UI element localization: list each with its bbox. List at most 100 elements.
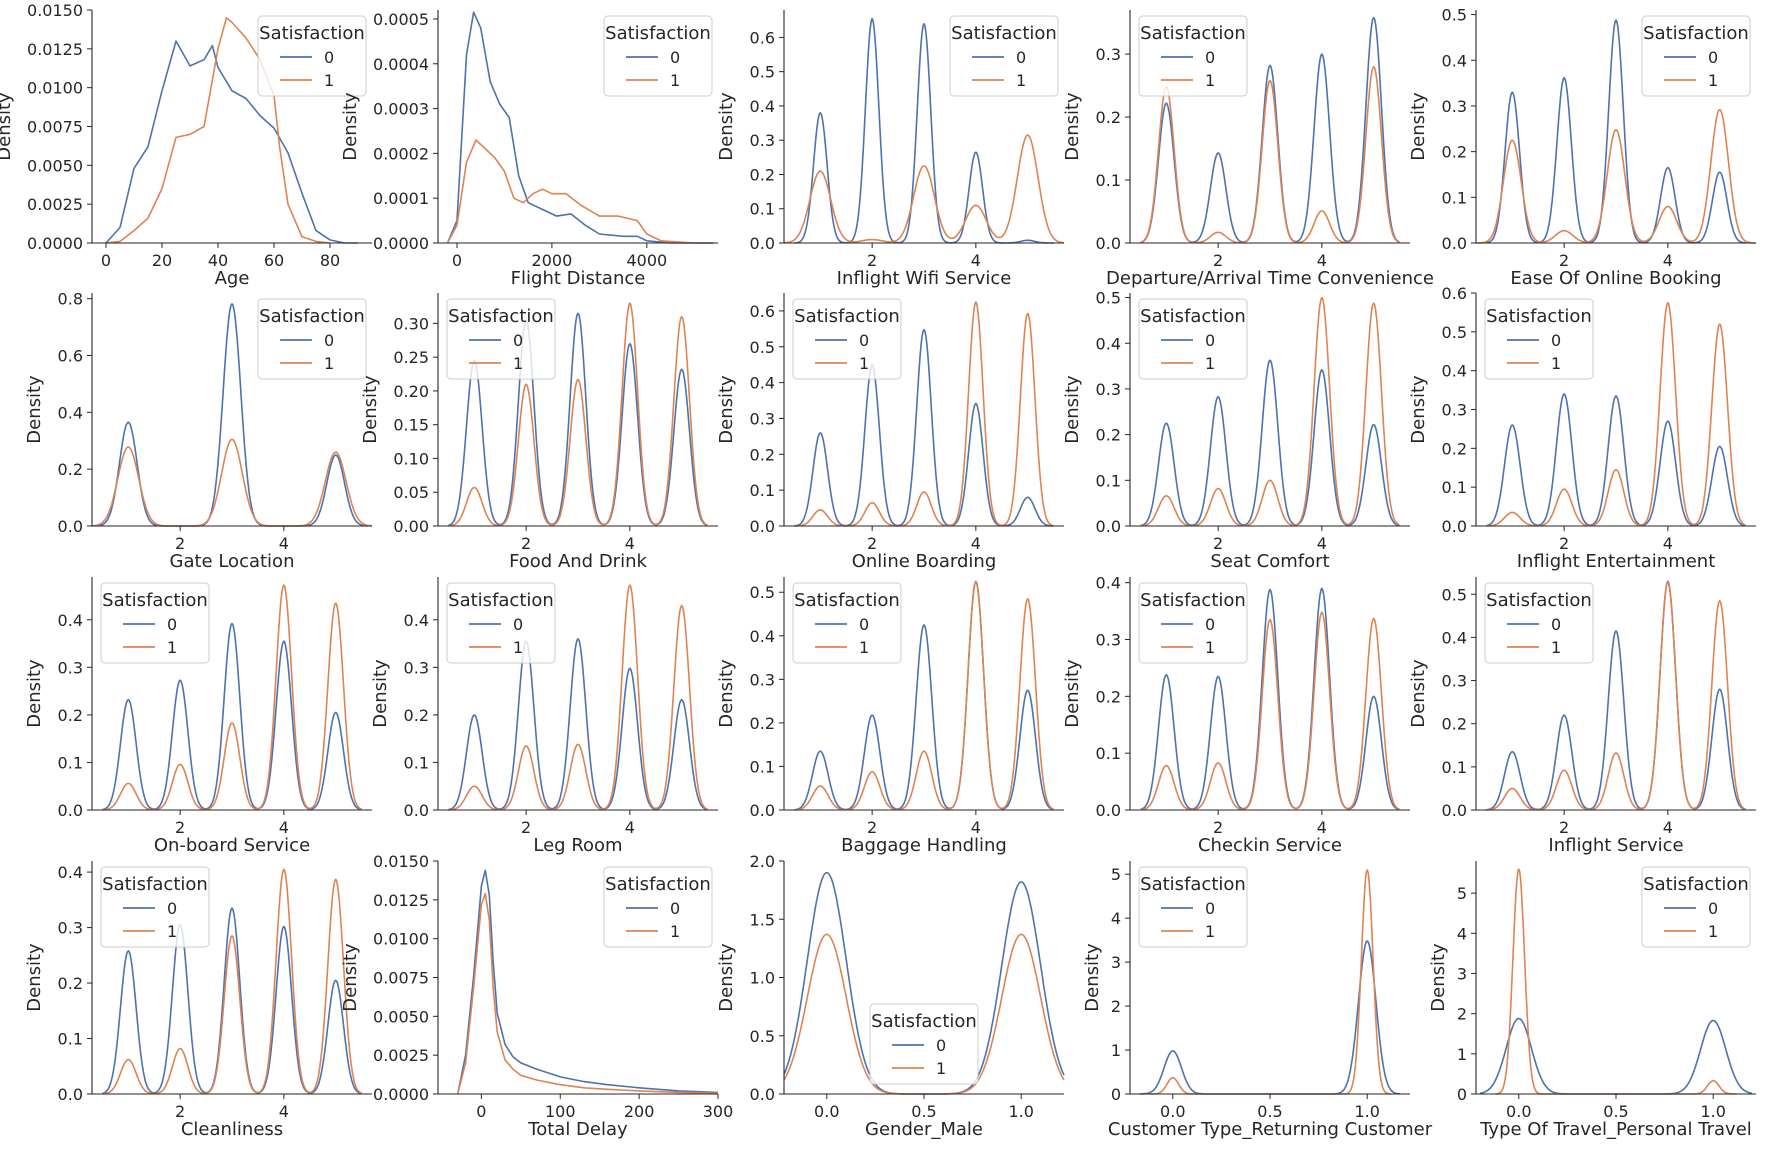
y-tick-label: 0.6 xyxy=(750,28,775,47)
y-tick-label: 0.0150 xyxy=(27,1,83,20)
x-axis-label: Gate Location xyxy=(170,551,295,572)
x-tick-label: 0.5 xyxy=(1257,1102,1282,1121)
legend-title: Satisfaction xyxy=(1140,874,1246,895)
legend-title: Satisfaction xyxy=(794,590,900,611)
y-axis-label: Density xyxy=(340,92,361,161)
legend-box xyxy=(100,582,210,664)
series-line-1 xyxy=(448,584,708,811)
series-line-0 xyxy=(794,580,1054,811)
y-tick-label: 2.0 xyxy=(750,852,775,871)
y-axis-label: Density xyxy=(340,943,361,1012)
legend: Satisfaction 0 1 xyxy=(1484,298,1594,380)
y-tick-label: 0.0100 xyxy=(373,930,429,949)
series-line-0 xyxy=(1486,19,1746,244)
legend-box xyxy=(792,582,902,664)
y-tick-label: 0.4 xyxy=(750,374,775,393)
legend-entry-label: 0 xyxy=(324,331,334,350)
y-tick-label: 0.1 xyxy=(1096,744,1121,763)
legend-entry-label: 1 xyxy=(1205,922,1215,941)
y-tick-label: 1.5 xyxy=(750,910,775,929)
y-tick-label: 1 xyxy=(1111,1041,1121,1060)
y-tick-label: 0.0 xyxy=(58,1085,83,1104)
series-line-0 xyxy=(456,869,719,1095)
y-axis-label: Density xyxy=(716,659,737,728)
legend-entry-label: 0 xyxy=(1205,331,1215,350)
series-line-0 xyxy=(105,40,358,244)
legend-title: Satisfaction xyxy=(102,874,208,895)
y-tick-label: 0.4 xyxy=(1442,628,1467,647)
x-tick-label: 0 xyxy=(101,251,111,270)
legend-entry-label: 0 xyxy=(859,331,869,350)
x-tick-label: 4 xyxy=(971,818,981,837)
y-tick-label: 0.0004 xyxy=(373,55,429,74)
x-tick-label: 4 xyxy=(625,534,635,553)
legend-box xyxy=(257,15,367,97)
y-tick-label: 0.4 xyxy=(750,97,775,116)
legend: Satisfaction 0 1 xyxy=(100,582,210,664)
x-tick-label: 20 xyxy=(152,251,172,270)
y-axis-label: Density xyxy=(1062,659,1083,728)
y-tick-label: 0.3 xyxy=(1442,672,1467,691)
y-tick-label: 0.4 xyxy=(1442,362,1467,381)
x-tick-label: 4 xyxy=(1317,534,1327,553)
legend-entry-label: 0 xyxy=(1205,615,1215,634)
y-tick-label: 0.4 xyxy=(750,627,775,646)
legend-entry-label: 0 xyxy=(670,899,680,918)
y-tick-label: 0.0050 xyxy=(27,156,83,175)
legend: Satisfaction 0 1 xyxy=(1138,298,1248,380)
legend: Satisfaction 0 1 xyxy=(792,582,902,664)
legend-box xyxy=(1484,582,1594,664)
y-tick-label: 0 xyxy=(1111,1085,1121,1104)
series-line-1 xyxy=(1140,296,1400,527)
y-axis-label: Density xyxy=(716,943,737,1012)
legend-entry-label: 1 xyxy=(167,638,177,657)
y-tick-label: 0.2 xyxy=(58,706,83,725)
x-axis-label: Leg Room xyxy=(533,835,622,856)
series-line-1 xyxy=(92,438,372,527)
y-tick-label: 3 xyxy=(1457,964,1467,983)
x-tick-label: 2 xyxy=(867,251,877,270)
y-tick-label: 0.5 xyxy=(750,583,775,602)
legend-box xyxy=(603,15,713,97)
series-line-0 xyxy=(1479,1017,1753,1095)
series-line-1 xyxy=(794,580,1054,811)
y-tick-label: 0.1 xyxy=(750,200,775,219)
y-tick-label: 0.2 xyxy=(750,714,775,733)
y-tick-label: 0.2 xyxy=(1442,715,1467,734)
subplot-2: 0.0000 0.0001 0.0002 0.0003 0.0004 0.0005 0 200… xyxy=(340,10,718,289)
y-tick-label: 5 xyxy=(1457,884,1467,903)
y-tick-label: 0.0150 xyxy=(373,852,429,871)
series-line-1 xyxy=(1476,108,1756,244)
legend-box xyxy=(792,298,902,380)
y-tick-label: 0.6 xyxy=(1442,284,1467,303)
legend-title: Satisfaction xyxy=(605,874,711,895)
x-axis-label: Age xyxy=(215,268,250,289)
legend: Satisfaction 0 1 xyxy=(869,1003,979,1085)
legend-entry-label: 0 xyxy=(1708,899,1718,918)
series-line-1 xyxy=(794,301,1054,527)
y-tick-label: 0.3 xyxy=(1096,45,1121,64)
series-line-1 xyxy=(456,892,719,1095)
legend-entry-label: 1 xyxy=(324,71,334,90)
x-tick-label: 2 xyxy=(1213,534,1223,553)
subplot-11: 0.0 0.1 0.2 0.3 0.4 2 4On-board Service Density… xyxy=(24,577,372,856)
legend-box xyxy=(446,298,556,380)
legend-box xyxy=(1641,15,1751,97)
legend-entry-label: 0 xyxy=(513,331,523,350)
legend-title: Satisfaction xyxy=(871,1011,977,1032)
x-axis-label: Food And Drink xyxy=(509,551,647,572)
series-line-1 xyxy=(446,139,714,244)
y-tick-label: 0.0125 xyxy=(27,40,83,59)
series-line-0 xyxy=(794,328,1054,527)
x-tick-label: 0 xyxy=(452,251,462,270)
x-axis-label: Flight Distance xyxy=(511,268,646,289)
x-tick-label: 4 xyxy=(1663,818,1673,837)
y-tick-label: 0.0 xyxy=(404,801,429,820)
y-tick-label: 0.1 xyxy=(58,1030,83,1049)
